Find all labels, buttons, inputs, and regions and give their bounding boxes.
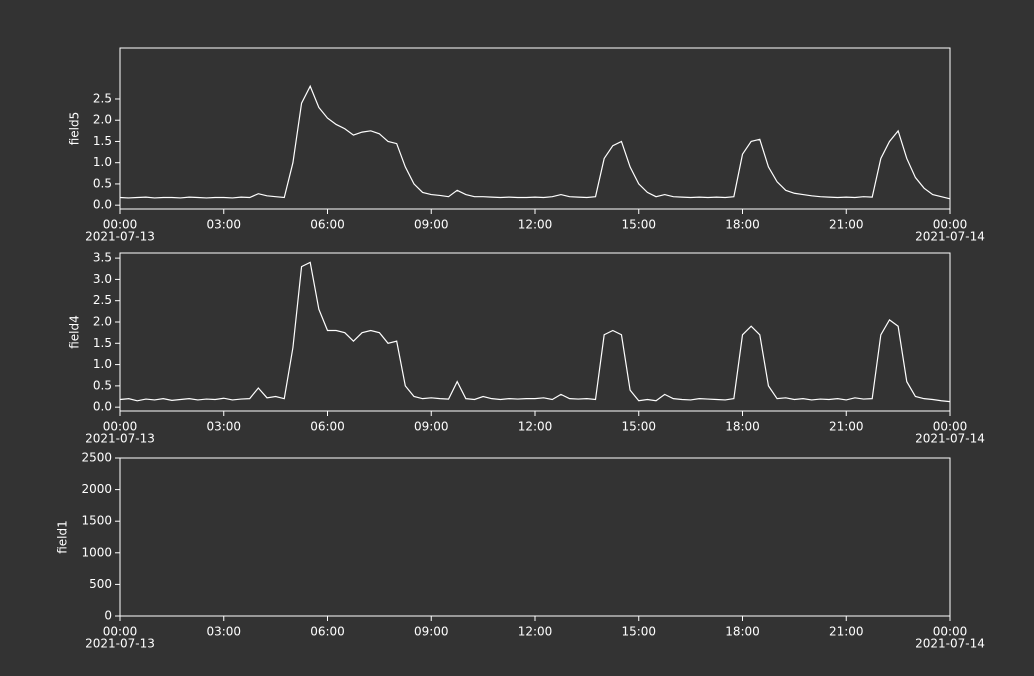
data-line <box>119 261 951 403</box>
x-tick-label: 09:00 <box>414 625 449 639</box>
x-tick-label: 15:00 <box>621 218 656 232</box>
y-tick-label: 2.5 <box>93 91 112 105</box>
x-tick-label: 21:00 <box>829 218 864 232</box>
plot-frame <box>119 252 951 412</box>
y-tick-label: 2500 <box>81 451 112 465</box>
y-tick-label: 1500 <box>81 514 112 528</box>
x-tick-label: 15:00 <box>621 420 656 434</box>
x-tick-label: 09:00 <box>414 218 449 232</box>
y-tick-label: 0.0 <box>93 400 112 414</box>
y-tick-label: 1.0 <box>93 357 112 371</box>
x-tick-label: 00:00 <box>933 625 968 639</box>
x-tick-date: 2021-07-14 <box>915 432 985 446</box>
x-tick-label: 21:00 <box>829 625 864 639</box>
x-tick-date: 2021-07-13 <box>85 230 155 244</box>
y-tick-label: 1000 <box>81 545 112 559</box>
x-tick-label: 18:00 <box>725 218 760 232</box>
y-tick-label: 1.0 <box>93 155 112 169</box>
y-tick-label: 3.5 <box>93 251 112 265</box>
y-tick-label: 1.5 <box>93 134 112 148</box>
x-tick-label: 00:00 <box>933 218 968 232</box>
x-tick-label: 03:00 <box>206 420 241 434</box>
y-tick-label: 1.5 <box>93 336 112 350</box>
x-tick-date: 2021-07-14 <box>915 637 985 651</box>
x-tick-label: 00:00 <box>933 420 968 434</box>
y-tick-label: 2000 <box>81 482 112 496</box>
x-tick-label: 06:00 <box>310 420 345 434</box>
x-tick-label: 00:00 <box>103 420 138 434</box>
x-tick-date: 2021-07-13 <box>85 637 155 651</box>
x-tick-label: 06:00 <box>310 218 345 232</box>
x-tick-label: 12:00 <box>518 625 553 639</box>
x-tick-label: 00:00 <box>103 625 138 639</box>
y-tick-label: 3.0 <box>93 272 112 286</box>
y-tick-label: 0.5 <box>93 176 112 190</box>
y-tick-label: 2.5 <box>93 293 112 307</box>
x-tick-label: 03:00 <box>206 625 241 639</box>
x-tick-date: 2021-07-13 <box>85 432 155 446</box>
y-tick-label: 0 <box>104 609 112 623</box>
x-tick-date: 2021-07-14 <box>915 230 985 244</box>
x-tick-label: 12:00 <box>518 420 553 434</box>
y-axis-label: field4 <box>68 315 82 349</box>
x-tick-label: 18:00 <box>725 420 760 434</box>
x-tick-label: 00:00 <box>103 218 138 232</box>
x-tick-label: 21:00 <box>829 420 864 434</box>
y-axis-label: field5 <box>68 112 82 146</box>
x-tick-label: 09:00 <box>414 420 449 434</box>
x-tick-label: 03:00 <box>206 218 241 232</box>
x-tick-label: 18:00 <box>725 625 760 639</box>
y-tick-label: 0.0 <box>93 198 112 212</box>
x-tick-label: 15:00 <box>621 625 656 639</box>
y-tick-label: 2.0 <box>93 314 112 328</box>
y-tick-label: 2.0 <box>93 113 112 127</box>
y-tick-label: 0.5 <box>93 378 112 392</box>
y-tick-label: 500 <box>89 577 112 591</box>
x-tick-label: 12:00 <box>518 218 553 232</box>
plot-frame <box>119 457 951 617</box>
data-line <box>119 84 951 200</box>
x-tick-label: 06:00 <box>310 625 345 639</box>
plot-frame <box>119 47 951 210</box>
y-axis-label: field1 <box>56 520 70 554</box>
